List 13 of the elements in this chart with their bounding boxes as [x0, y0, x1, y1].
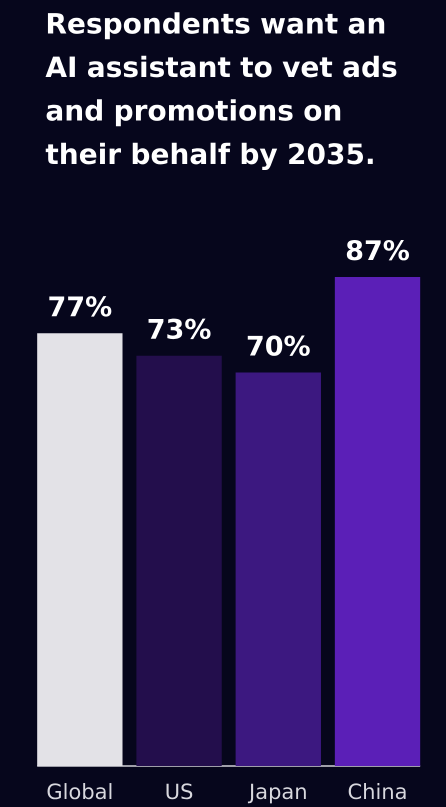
data-label: 73%: [148, 318, 210, 340]
data-label: 77%: [49, 296, 112, 317]
x-tick-label: China: [348, 783, 406, 800]
data-label: 70%: [248, 336, 310, 356]
bar: [236, 372, 321, 766]
x-tick-label: US: [166, 783, 192, 800]
x-tick-label: Global: [47, 783, 112, 800]
x-tick-label: Japan: [248, 784, 306, 804]
bar: [334, 277, 420, 766]
bar: [37, 333, 122, 766]
data-label: 87%: [346, 240, 409, 260]
bar: [136, 356, 222, 766]
chart-title: Respondents want an AI assistant to vet ads and promotions on their behalf by 2035.: [45, 12, 396, 170]
